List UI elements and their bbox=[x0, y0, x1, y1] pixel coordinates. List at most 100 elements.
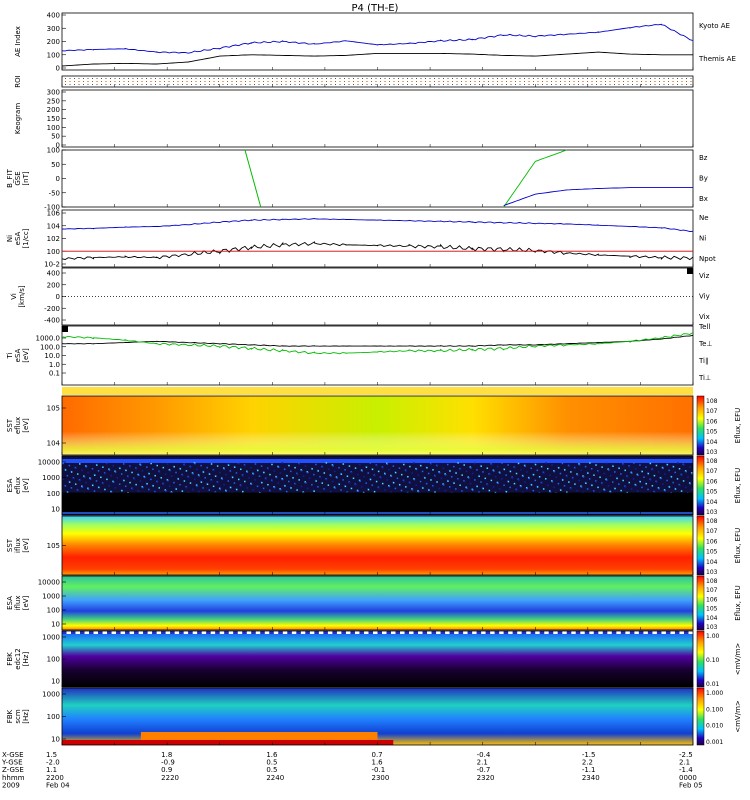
roi-dot bbox=[501, 78, 503, 79]
roi-dot bbox=[690, 81, 692, 82]
roi-dot bbox=[663, 81, 665, 82]
esa-e-speckle bbox=[455, 472, 457, 474]
esa-e-speckle bbox=[179, 483, 181, 486]
esa-e-speckle bbox=[97, 470, 100, 472]
roi-dot bbox=[380, 81, 381, 82]
legend-themis-ae: Themis AE bbox=[698, 55, 736, 63]
esa-e-speckle bbox=[133, 478, 136, 480]
colorbar-label-group: Eflux, EFU bbox=[734, 468, 742, 503]
fbk-e-stripe bbox=[476, 631, 482, 634]
esa-e-speckle bbox=[664, 489, 666, 492]
esa-e-speckle bbox=[386, 463, 389, 465]
roi-dot bbox=[339, 84, 341, 85]
y-axis-label: [km/s] bbox=[18, 285, 26, 308]
roi-dot bbox=[258, 81, 260, 82]
colorbar-tick-label: 0.100 bbox=[706, 706, 723, 713]
roi-dot bbox=[209, 78, 210, 79]
fbk-e-stripe bbox=[242, 631, 247, 634]
esa-e-speckle bbox=[401, 473, 403, 476]
axis-value: 2200 bbox=[46, 774, 64, 782]
y-axis-label: eflux bbox=[14, 417, 22, 434]
roi-dot bbox=[335, 81, 336, 82]
esa-e-speckle bbox=[427, 472, 430, 475]
roi-dot bbox=[456, 78, 458, 79]
roi-dot bbox=[510, 84, 512, 85]
roi-dot bbox=[96, 84, 98, 85]
esa-e-speckle bbox=[559, 472, 562, 475]
esa-e-speckle bbox=[674, 471, 676, 474]
fbk-e-stripe bbox=[350, 631, 355, 634]
legend-entry: Ti∥ bbox=[698, 357, 709, 365]
esa-e-speckle bbox=[376, 464, 378, 467]
fbk-e-stripe bbox=[296, 631, 301, 634]
axis-value: 2.1 bbox=[477, 759, 488, 767]
esa-e-speckle bbox=[68, 464, 71, 467]
esa-e-speckle bbox=[94, 474, 96, 476]
esa-e-speckle bbox=[651, 469, 654, 471]
roi-dot bbox=[447, 81, 449, 82]
y-axis-label: [1/cc] bbox=[22, 228, 30, 248]
roi-dot bbox=[461, 84, 462, 85]
roi-dot bbox=[434, 78, 435, 79]
roi-dot bbox=[591, 78, 593, 79]
esa-e-speckle bbox=[618, 483, 620, 485]
esa-e-speckle bbox=[430, 479, 432, 481]
esa-e-speckle bbox=[421, 470, 424, 473]
roi-dot bbox=[191, 78, 192, 79]
roi-ylabel: ROI bbox=[14, 75, 22, 87]
esa-e-speckle bbox=[98, 486, 100, 489]
esa-e-speckle bbox=[183, 480, 186, 482]
axis-value: Feb 05 bbox=[679, 781, 703, 789]
roi-dot bbox=[87, 78, 89, 79]
fbk-e-stripe bbox=[584, 631, 590, 634]
esa-e-speckle bbox=[551, 464, 553, 466]
esa-e-speckle bbox=[655, 481, 658, 483]
esa-e-speckle bbox=[474, 479, 476, 481]
fbk-edc12-ylabel: FBK edc12 [Hz] bbox=[6, 648, 30, 670]
roi-dot bbox=[159, 81, 161, 82]
roi-dot bbox=[218, 84, 219, 85]
fbk-e-stripe bbox=[237, 631, 243, 634]
esa-e-speckle bbox=[129, 481, 131, 484]
roi-dot bbox=[578, 84, 579, 85]
esa-e-speckle bbox=[574, 467, 576, 470]
esa-e-speckle bbox=[342, 463, 345, 465]
legend-kyoto-ae: Kyoto AE bbox=[699, 22, 730, 30]
roi-dot bbox=[614, 78, 615, 79]
esa-e-speckle bbox=[305, 481, 307, 484]
roi-dot bbox=[110, 81, 111, 82]
esa-e-speckle bbox=[121, 489, 123, 492]
esa-e-speckle bbox=[526, 487, 528, 490]
temperature-marker bbox=[62, 326, 68, 332]
esa-e-speckle bbox=[543, 472, 545, 474]
roi-dot bbox=[488, 81, 489, 82]
esa-e-speckle bbox=[367, 472, 369, 474]
esa-e-speckle bbox=[511, 477, 514, 479]
colorbar bbox=[696, 575, 705, 631]
roi-dot bbox=[551, 84, 552, 85]
velocity-tick-label: 200 bbox=[47, 281, 60, 289]
roi-dot bbox=[357, 81, 359, 82]
fbk-e-stripe bbox=[625, 631, 630, 634]
roi-dot bbox=[677, 78, 678, 79]
colorbar-tick-label: 108 bbox=[706, 578, 718, 585]
esa-e-speckle bbox=[388, 485, 391, 488]
roi-dot bbox=[227, 84, 228, 85]
roi-dot bbox=[96, 78, 98, 79]
roi-dot bbox=[429, 84, 431, 85]
roi-dot bbox=[537, 81, 539, 82]
roi-dot bbox=[429, 81, 431, 82]
esa-e-speckle bbox=[114, 487, 117, 489]
esa-e-speckle bbox=[570, 471, 572, 473]
roi-dot bbox=[74, 81, 75, 82]
axis-value: -2.5 bbox=[679, 751, 693, 759]
roi-dot bbox=[339, 81, 341, 82]
esa-e-speckle bbox=[242, 490, 244, 493]
colorbar-tick-label: 104 bbox=[706, 559, 718, 566]
esa-e-speckle bbox=[141, 470, 144, 472]
esa-e-speckle bbox=[451, 475, 453, 478]
esa-e-speckle bbox=[488, 489, 491, 492]
roi-dot bbox=[281, 84, 282, 85]
esa-e-speckle bbox=[469, 482, 472, 485]
legend-entry: Bz bbox=[699, 154, 708, 162]
